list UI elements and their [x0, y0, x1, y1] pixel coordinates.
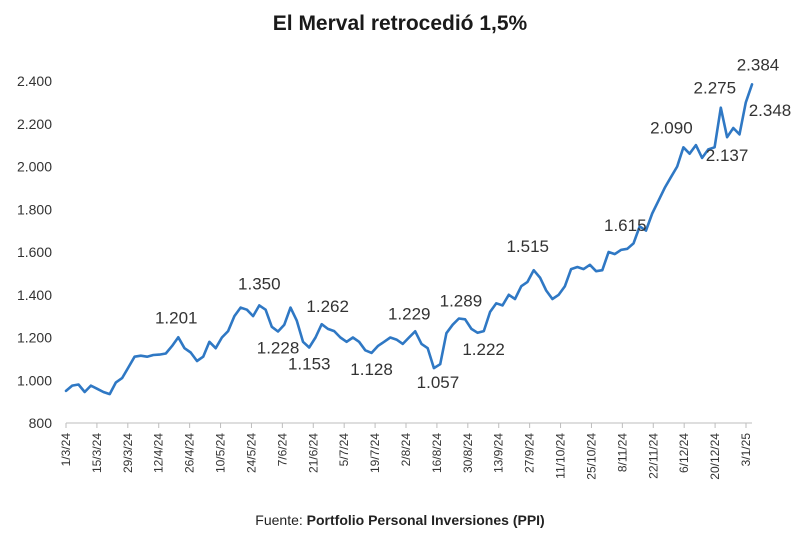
- x-tick-label: 24/5/24: [244, 433, 258, 473]
- y-tick-label: 2.200: [17, 116, 52, 132]
- data-label: 2.090: [650, 118, 693, 137]
- x-tick-label: 5/7/24: [337, 433, 351, 467]
- y-axis: 800 1.000 1.200 1.400 1.600 1.800 2.000 2.200 2.…: [17, 73, 52, 431]
- y-tick-label: 1.600: [17, 244, 52, 260]
- data-label: 1.153: [288, 355, 331, 374]
- data-label: 1.222: [462, 340, 505, 359]
- y-tick-label: 800: [29, 415, 53, 431]
- data-label: 2.348: [749, 101, 792, 120]
- chart-title: El Merval retrocedió 1,5%: [272, 12, 528, 35]
- x-tick-label: 15/3/24: [90, 433, 104, 473]
- x-tick-label: 12/4/24: [152, 433, 166, 473]
- y-tick-label: 1.000: [17, 372, 52, 388]
- x-tick-label: 30/8/24: [461, 433, 475, 473]
- source-prefix: Fuente:: [255, 512, 307, 528]
- y-tick-label: 2.000: [17, 159, 52, 175]
- data-label: 1.289: [440, 291, 483, 310]
- x-tick-label: 27/9/24: [523, 433, 537, 473]
- x-tick-label: 19/7/24: [368, 433, 382, 473]
- data-label: 1.057: [417, 373, 460, 392]
- y-tick-label: 1.400: [17, 287, 52, 303]
- x-tick-label: 6/12/24: [677, 433, 691, 473]
- x-tick-label: 8/11/24: [615, 433, 629, 472]
- x-axis: 1/3/24 15/3/24 29/3/24 12/4/24 26/4/24 10/5/2…: [59, 422, 753, 480]
- x-tick-label: 7/6/24: [275, 433, 289, 467]
- data-label: 1.615: [604, 216, 647, 235]
- source-note: Fuente: Portfolio Personal Inversiones (…: [0, 512, 800, 528]
- x-tick-label: 13/9/24: [492, 433, 506, 473]
- x-tick-label: 25/10/24: [584, 433, 598, 480]
- x-tick-label: 20/12/24: [708, 433, 722, 480]
- x-tick-label: 1/3/24: [59, 433, 73, 467]
- y-tick-label: 1.800: [17, 201, 52, 217]
- y-tick-label: 1.200: [17, 330, 52, 346]
- series-group: [64, 83, 754, 396]
- data-label: 1.201: [155, 308, 198, 327]
- x-tick-label: 10/5/24: [214, 433, 228, 473]
- x-tick-label: 11/10/24: [554, 433, 568, 479]
- data-label: 1.262: [306, 297, 349, 316]
- source-name: Portfolio Personal Inversiones (PPI): [306, 512, 545, 528]
- data-label: 1.350: [238, 274, 281, 293]
- data-label: 1.229: [388, 304, 431, 323]
- data-label: 1.515: [506, 237, 549, 256]
- data-label: 2.384: [737, 55, 780, 74]
- data-label: 2.275: [694, 79, 737, 98]
- x-tick-label: 22/11/24: [646, 433, 660, 479]
- x-tick-label: 16/8/24: [430, 433, 444, 473]
- data-label: 1.228: [257, 339, 300, 358]
- data-label: 2.137: [706, 146, 749, 165]
- x-tick-label: 21/6/24: [306, 433, 320, 473]
- x-tick-label: 3/1/25: [739, 433, 753, 467]
- merval-series-line: [64, 83, 754, 396]
- y-tick-label: 2.400: [17, 73, 52, 89]
- data-label: 1.128: [350, 360, 393, 379]
- x-tick-label: 2/8/24: [399, 433, 413, 467]
- x-tick-label: 26/4/24: [183, 433, 197, 473]
- x-tick-label: 29/3/24: [121, 433, 135, 473]
